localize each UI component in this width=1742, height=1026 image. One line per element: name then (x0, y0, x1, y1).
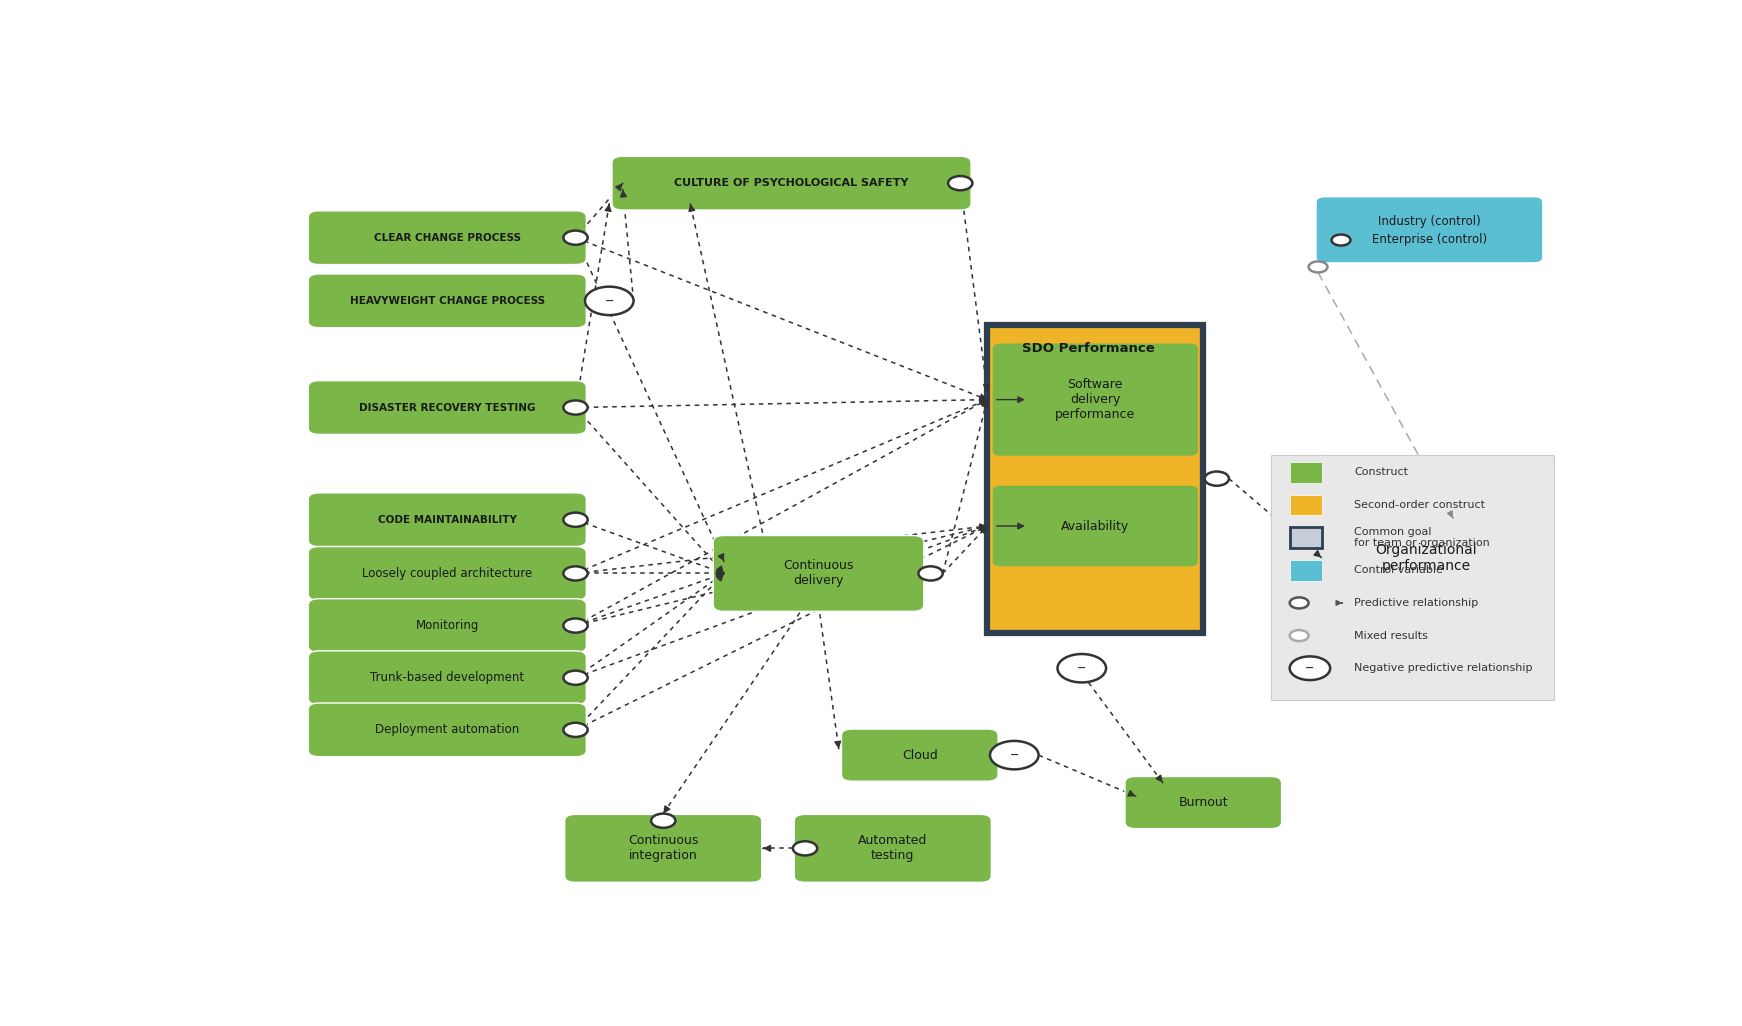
Text: Software
delivery
performance: Software delivery performance (1056, 379, 1136, 421)
Text: CULTURE OF PSYCHOLOGICAL SAFETY: CULTURE OF PSYCHOLOGICAL SAFETY (674, 179, 909, 188)
Text: Cloud: Cloud (902, 749, 937, 761)
Text: Industry (control): Industry (control) (1378, 215, 1481, 229)
Text: Second-order construct: Second-order construct (1355, 500, 1486, 510)
Text: Continuous
delivery: Continuous delivery (784, 559, 854, 588)
FancyBboxPatch shape (1289, 560, 1322, 581)
Text: DISASTER RECOVERY TESTING: DISASTER RECOVERY TESTING (359, 402, 535, 412)
Text: Organizational
performance: Organizational performance (1374, 543, 1477, 573)
FancyBboxPatch shape (993, 344, 1198, 456)
Text: Availability: Availability (1061, 519, 1129, 532)
Text: Loosely coupled architecture: Loosely coupled architecture (362, 567, 533, 580)
Circle shape (563, 722, 587, 737)
FancyBboxPatch shape (712, 536, 923, 611)
Text: Automated
testing: Automated testing (859, 834, 927, 863)
FancyBboxPatch shape (1289, 462, 1322, 482)
Text: Enterprise (control): Enterprise (control) (1373, 233, 1488, 246)
Circle shape (585, 286, 634, 315)
FancyBboxPatch shape (841, 729, 998, 781)
Text: Mixed results: Mixed results (1355, 631, 1428, 640)
Circle shape (948, 176, 972, 190)
FancyBboxPatch shape (1272, 455, 1554, 700)
Circle shape (1308, 262, 1327, 273)
Text: Predictive relationship: Predictive relationship (1355, 598, 1479, 608)
Circle shape (563, 513, 587, 526)
Circle shape (1057, 654, 1106, 682)
Circle shape (1289, 597, 1308, 608)
FancyBboxPatch shape (794, 815, 991, 882)
FancyBboxPatch shape (988, 324, 1204, 633)
Circle shape (1289, 630, 1308, 641)
FancyBboxPatch shape (1289, 527, 1322, 548)
Text: Control variable: Control variable (1355, 565, 1444, 576)
Text: Burnout: Burnout (1179, 796, 1228, 810)
Circle shape (652, 814, 676, 828)
Circle shape (563, 231, 587, 245)
Circle shape (1289, 657, 1331, 680)
FancyBboxPatch shape (1289, 495, 1322, 515)
Text: CODE MAINTAINABILITY: CODE MAINTAINABILITY (378, 515, 517, 524)
FancyBboxPatch shape (993, 485, 1198, 566)
FancyBboxPatch shape (1317, 197, 1542, 263)
Text: −: − (1077, 663, 1087, 673)
FancyBboxPatch shape (308, 703, 587, 757)
FancyBboxPatch shape (564, 815, 761, 882)
FancyBboxPatch shape (1322, 518, 1531, 597)
Circle shape (563, 619, 587, 633)
FancyBboxPatch shape (308, 492, 587, 547)
Circle shape (563, 566, 587, 581)
Circle shape (563, 671, 587, 684)
Circle shape (918, 566, 942, 581)
Text: Common goal
for team or organization: Common goal for team or organization (1355, 526, 1489, 549)
Text: Monitoring: Monitoring (416, 619, 479, 632)
Text: Construct: Construct (1355, 467, 1409, 477)
Circle shape (793, 841, 817, 856)
Text: SDO Performance: SDO Performance (1023, 342, 1155, 355)
FancyBboxPatch shape (308, 650, 587, 705)
FancyBboxPatch shape (611, 156, 970, 210)
Text: −: − (1010, 750, 1019, 760)
FancyBboxPatch shape (308, 599, 587, 653)
FancyBboxPatch shape (308, 274, 587, 327)
Circle shape (1205, 472, 1228, 485)
Circle shape (1331, 235, 1350, 245)
FancyBboxPatch shape (308, 210, 587, 265)
Text: Deployment automation: Deployment automation (375, 723, 519, 737)
Circle shape (989, 741, 1038, 770)
Text: Continuous
integration: Continuous integration (629, 834, 699, 863)
Text: HEAVYWEIGHT CHANGE PROCESS: HEAVYWEIGHT CHANGE PROCESS (350, 295, 545, 306)
FancyBboxPatch shape (1125, 777, 1282, 829)
FancyBboxPatch shape (308, 547, 587, 600)
Text: −: − (1305, 663, 1315, 673)
Text: −: − (604, 295, 613, 306)
Text: CLEAR CHANGE PROCESS: CLEAR CHANGE PROCESS (375, 233, 521, 243)
Text: Trunk-based development: Trunk-based development (371, 671, 524, 684)
Circle shape (563, 400, 587, 415)
Text: Negative predictive relationship: Negative predictive relationship (1355, 663, 1533, 673)
FancyBboxPatch shape (308, 381, 587, 434)
